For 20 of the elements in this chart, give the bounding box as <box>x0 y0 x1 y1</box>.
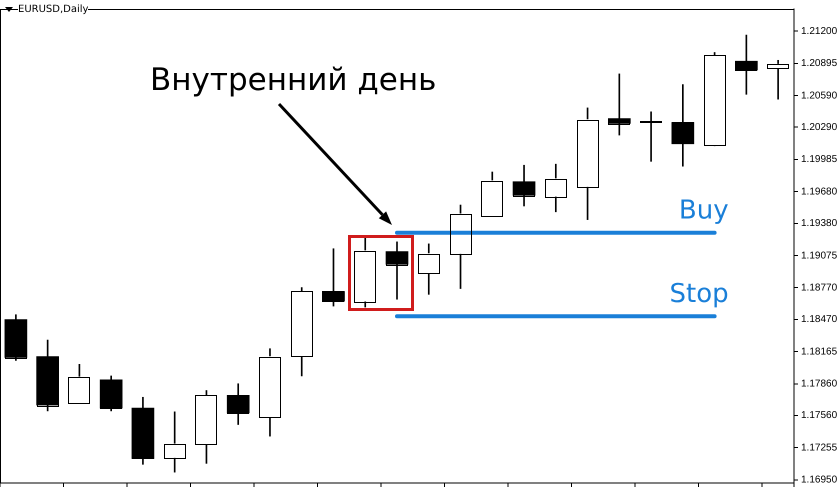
annotation: Внутренний день <box>150 62 436 98</box>
y-tick-label: 1.17255 <box>801 442 838 454</box>
y-tick-label: 1.20590 <box>801 90 838 102</box>
chart-title: EURUSD,Daily <box>18 4 88 16</box>
y-tick-label: 1.19985 <box>801 154 838 166</box>
y-tick-label: 1.19680 <box>801 186 838 198</box>
y-tick-label: 1.20895 <box>801 58 838 70</box>
y-tick-label: 1.19075 <box>801 250 838 262</box>
y-tick-label: 1.21200 <box>801 26 838 37</box>
y-tick-label: 1.19380 <box>801 218 838 230</box>
y-tick-label: 1.17860 <box>801 378 838 390</box>
y-tick-label: 1.18470 <box>801 314 838 326</box>
y-tick-label: 1.18770 <box>801 282 838 294</box>
y-tick-label: 1.20290 <box>801 122 838 133</box>
y-tick-label: 1.16950 <box>801 474 838 486</box>
y-tick-label: 1.18165 <box>801 346 838 358</box>
candlestick <box>322 248 345 306</box>
y-tick-label: 1.17560 <box>801 410 838 422</box>
series-label: Buy <box>678 196 729 226</box>
series-label: Stop <box>669 278 729 309</box>
